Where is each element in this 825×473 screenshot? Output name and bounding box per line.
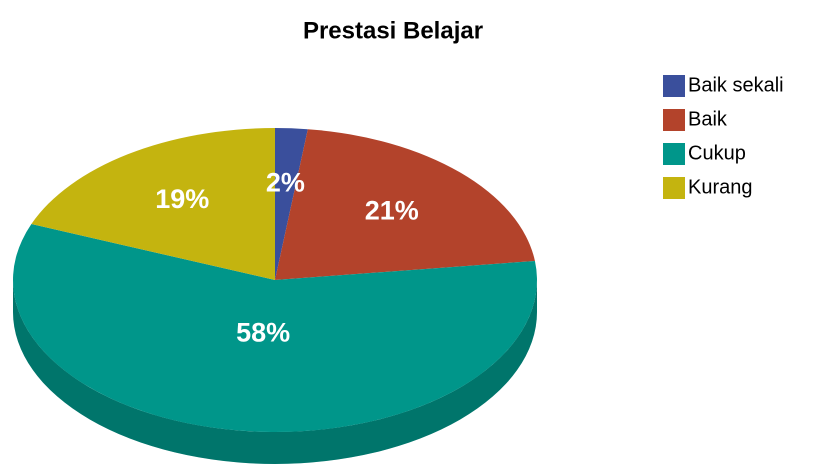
pie-side-shade (13, 280, 537, 464)
pie-slice (275, 128, 308, 280)
pie-slice (31, 128, 276, 280)
pie-slice (12, 224, 538, 432)
chart-title: Prestasi Belajar (303, 17, 483, 44)
legend-swatch (663, 143, 685, 165)
legend-label: Baik (688, 108, 728, 130)
legend-label: Kurang (688, 176, 753, 198)
data-label: 58% (236, 317, 290, 347)
legend-swatch (663, 75, 685, 97)
data-label: 19% (155, 184, 209, 214)
legend-swatch (663, 109, 685, 131)
legend-label: Cukup (688, 142, 746, 164)
pie-side (13, 280, 537, 464)
data-label: 2% (266, 168, 305, 198)
data-label: 21% (365, 195, 419, 225)
legend-label: Baik sekali (688, 74, 784, 96)
pie-slice (275, 129, 535, 280)
legend-swatch (663, 177, 685, 199)
